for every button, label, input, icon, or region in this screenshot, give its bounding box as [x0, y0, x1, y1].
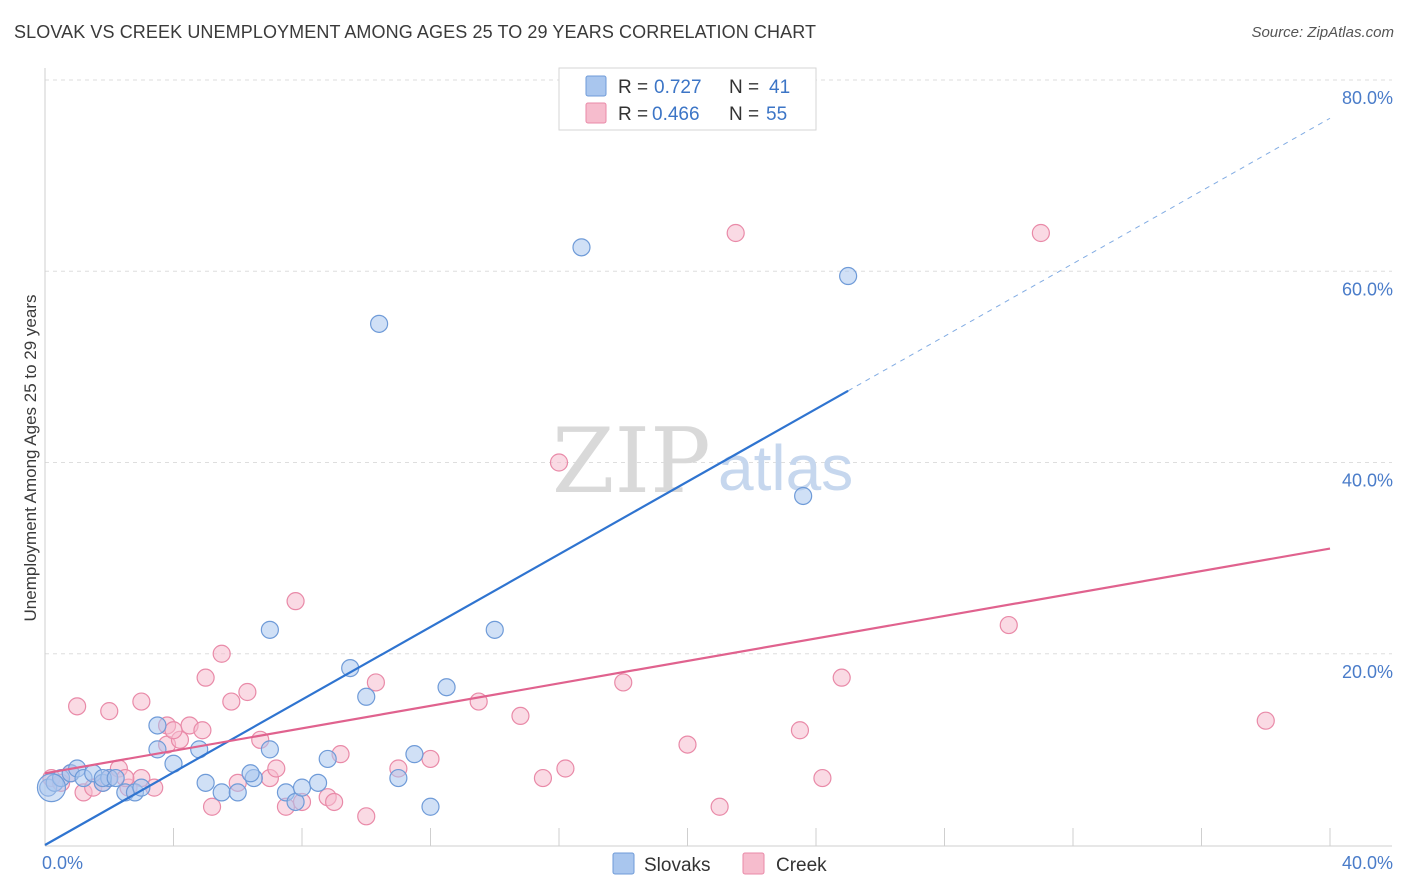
legend-bottom-label-slovaks: Slovaks: [644, 855, 711, 876]
creek-point-32: [511, 706, 530, 726]
creek-point-45: [1256, 711, 1275, 730]
legend-n-value-slovaks: 41: [769, 77, 790, 98]
slovak-point-cluster: [36, 773, 67, 803]
axes-layer: [44, 68, 1392, 847]
slovak-point-21: [148, 716, 167, 735]
slovak-point-27: [389, 768, 408, 788]
creek-point-53: [164, 721, 183, 740]
slovak-point-35: [794, 486, 813, 506]
legend-bottom-swatch-creek: [742, 852, 765, 875]
creek-point-38: [710, 797, 729, 816]
creek-trend-line: [44, 547, 1331, 775]
creek-point-30: [421, 749, 440, 769]
slovak-point-26: [357, 687, 376, 706]
slovak-point-15: [212, 783, 231, 802]
creek-point-19: [238, 682, 257, 702]
watermark: ZIP atlas: [552, 409, 853, 514]
creek-point-28: [366, 673, 385, 692]
chart-source: Source: ZipAtlas.com: [1251, 24, 1394, 41]
creek-point-50: [196, 668, 215, 687]
creek-point-44: [1031, 223, 1050, 243]
slovak-point-29: [421, 797, 440, 816]
grid-layer: [45, 79, 1392, 655]
creek-point-40: [790, 721, 810, 740]
legend-row-creek: R = 0.466 N = 55: [585, 102, 787, 125]
y-axis-label: Unemployment Among Ages 25 to 29 years: [21, 295, 40, 622]
creek-point-47: [100, 702, 119, 721]
y-tick-label-1: 40.0%: [1342, 471, 1393, 491]
slovak-trend-line: [44, 389, 849, 846]
slovak-point-37: [241, 764, 260, 783]
trend-layer: [44, 117, 1331, 846]
legend-bottom-swatch-slovaks: [612, 852, 635, 875]
slovak-point-24: [318, 749, 337, 769]
creek-point-43: [999, 615, 1018, 635]
chart-title: SLOVAK VS CREEK UNEMPLOYMENT AMONG AGES …: [14, 22, 817, 42]
creek-point-27: [357, 807, 376, 826]
slovak-point-22: [292, 778, 312, 797]
slovak-point-39: [106, 768, 125, 788]
creek-point-14: [193, 721, 212, 740]
legend-swatch-slovaks: [585, 75, 607, 97]
creek-point-46: [68, 697, 87, 716]
slovak-trend-extension: [847, 117, 1331, 392]
creek-point-51: [267, 759, 286, 778]
creek-point-15: [202, 797, 222, 816]
y-tick-label-2: 60.0%: [1342, 279, 1393, 299]
slovak-point-36: [260, 620, 279, 639]
creek-point-39: [726, 223, 745, 243]
creek-point-41: [813, 768, 832, 788]
legend-row-slovaks: R = 0.727 N = 41: [585, 75, 790, 98]
slovak-point-32: [572, 238, 591, 257]
slovak-point-23: [308, 773, 328, 792]
legend-top: R = 0.727 N = 41 R = 0.466 N = 55: [558, 67, 817, 131]
creek-point-33: [533, 768, 553, 788]
points-layer: [36, 223, 1275, 826]
x-tick-label-1: 40.0%: [1342, 853, 1393, 873]
legend-n-value-creek: 55: [766, 104, 787, 125]
legend-bottom-label-creek: Creek: [776, 855, 827, 876]
creek-point-34: [556, 759, 575, 778]
creek-point-17: [222, 692, 241, 711]
tick-labels: 20.0% 40.0% 60.0% 80.0% 0.0% 40.0%: [42, 88, 1393, 873]
slovak-point-34: [839, 266, 858, 286]
creek-point-23: [286, 592, 305, 611]
watermark-atlas: atlas: [718, 432, 853, 504]
legend-r-label-creek: R =: [618, 104, 648, 125]
creek-point-35: [549, 453, 569, 472]
creek-point-16: [212, 644, 231, 663]
slovak-point-31: [485, 620, 504, 639]
legend-swatch-creek: [585, 102, 607, 124]
slovak-point-33: [370, 314, 389, 333]
slovak-point-30: [437, 678, 456, 697]
slovak-point-14: [196, 773, 215, 792]
watermark-zip: ZIP: [552, 409, 711, 514]
legend-r-value-slovaks: 0.727: [654, 77, 702, 98]
creek-point-52: [325, 792, 344, 812]
creek-point-49: [132, 692, 151, 711]
slovak-point-18: [260, 740, 279, 759]
creek-point-37: [678, 735, 697, 754]
creek-point-42: [832, 668, 851, 687]
slovak-point-28: [405, 745, 424, 764]
legend-r-value-creek: 0.466: [652, 104, 700, 125]
creek-point-36: [614, 673, 633, 692]
legend-r-label-slovaks: R =: [618, 77, 648, 98]
x-tick-label-0: 0.0%: [42, 853, 83, 873]
y-tick-label-3: 80.0%: [1342, 88, 1393, 108]
y-tick-label-0: 20.0%: [1342, 662, 1393, 682]
legend-n-label-slovaks: N =: [729, 77, 759, 98]
legend-n-label-creek: N =: [729, 104, 759, 125]
legend-bottom: Slovaks Creek: [612, 852, 827, 876]
slovak-point-16: [228, 783, 247, 802]
